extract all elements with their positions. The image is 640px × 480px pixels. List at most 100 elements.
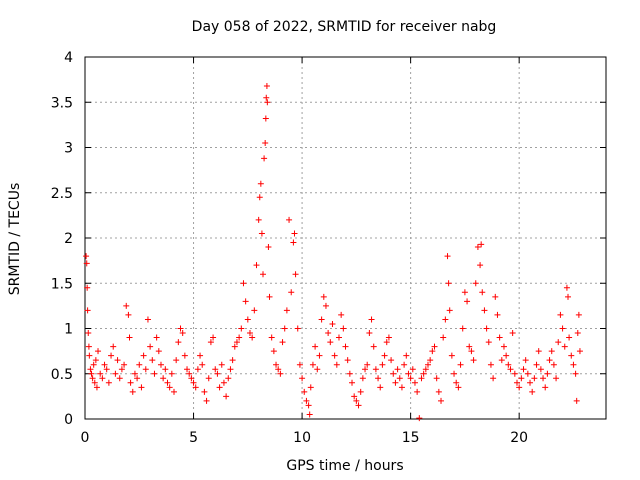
data-point [522,357,529,364]
data-point [516,384,523,391]
data-point [87,366,94,373]
y-tick-label: 2 [64,231,73,247]
data-point [171,388,178,395]
data-point [349,379,356,386]
data-point [218,361,225,368]
data-point [509,330,516,337]
data-point [214,370,221,377]
data-point [500,343,507,350]
data-point [281,325,288,332]
data-point [255,216,262,223]
data-points [83,82,583,422]
data-point [520,366,527,373]
data-point [540,375,547,382]
data-point [518,375,525,382]
data-point [394,366,401,373]
data-point [574,330,581,337]
y-tick-label: 1.5 [51,276,73,292]
data-point [157,361,164,368]
data-point [572,370,579,377]
data-point [570,361,577,368]
data-point [110,343,117,350]
data-point [481,307,488,314]
data-point [162,366,169,373]
y-tick-label: 0.5 [51,367,73,383]
data-point [173,357,180,364]
data-point [90,361,97,368]
data-point [531,375,538,382]
x-tick-label: 20 [510,430,528,446]
data-point [192,384,199,391]
data-point [565,293,572,300]
data-point [503,352,510,359]
data-point [457,361,464,368]
data-point [307,384,314,391]
data-point [175,339,182,346]
data-point [140,352,147,359]
data-point [492,293,499,300]
y-tick-label: 2.5 [51,186,73,202]
data-point [242,298,249,305]
data-point [468,348,475,355]
data-point [286,216,293,223]
data-point [142,366,149,373]
data-point [129,388,136,395]
data-point [153,334,160,341]
x-tick-label: 0 [81,430,90,446]
data-point [420,370,427,377]
data-point [362,366,369,373]
data-point [93,384,100,391]
data-point [99,375,106,382]
data-point [557,311,564,318]
chart-title: Day 058 of 2022, SRMTID for receiver nab… [192,19,497,35]
y-tick-label: 1 [64,322,73,338]
data-point [342,343,349,350]
data-point [477,262,484,269]
data-point [340,325,347,332]
data-point [535,348,542,355]
data-point [112,370,119,377]
data-point [550,361,557,368]
data-point [312,343,319,350]
data-point [559,325,566,332]
data-point [364,361,371,368]
data-point [461,289,468,296]
data-point [290,239,297,246]
data-point [392,379,399,386]
data-point [483,325,490,332]
data-point [138,384,145,391]
data-point [446,307,453,314]
data-point [108,352,115,359]
data-point [188,375,195,382]
data-point [85,343,92,350]
data-point [166,384,173,391]
data-point [184,366,191,373]
data-point [401,361,408,368]
data-point [573,397,580,404]
data-point [177,325,184,332]
data-point [370,343,377,350]
data-point [309,361,316,368]
data-point [566,334,573,341]
data-point [555,339,562,346]
data-point [478,241,485,248]
data-point [427,357,434,364]
y-tick-label: 3 [64,141,73,157]
data-point [236,334,243,341]
data-point [418,375,425,382]
data-point [238,325,245,332]
data-point [433,375,440,382]
data-point [575,311,582,318]
y-tick-label: 0 [64,412,73,428]
data-point [470,357,477,364]
data-point [411,379,418,386]
data-point [216,384,223,391]
data-point [85,330,92,337]
data-point [260,271,267,278]
data-point [84,307,91,314]
data-point [327,339,334,346]
data-point [292,271,299,278]
data-point [126,334,133,341]
data-point [474,244,481,251]
data-point [527,379,534,386]
